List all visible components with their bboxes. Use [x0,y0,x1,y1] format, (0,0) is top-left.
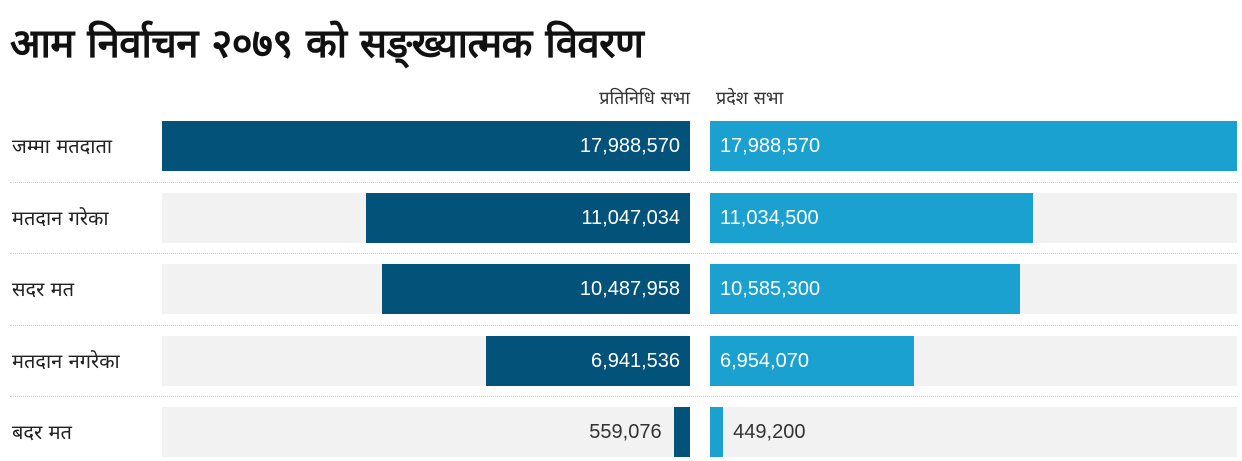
category-label: जम्मा मतदाता [12,134,113,158]
bar-pratinidhi-sabha [673,407,690,457]
series-header-pradesh-sabha: प्रदेश सभा [716,88,784,109]
bar-pradesh-sabha [710,121,1237,171]
bar-pratinidhi-sabha [486,336,690,386]
series-header-pratinidhi-sabha: प्रतिनिधि सभा [599,88,690,109]
chart-title: आम निर्वाचन २०७९ को सङ्ख्यात्मक विवरण [10,21,644,67]
category-label: बदर मत [12,420,72,444]
value-label-pratinidhi-sabha: 11,047,034 [581,207,680,229]
row-separator [10,253,1238,254]
value-label-pradesh-sabha: 449,200 [733,421,806,443]
value-label-pradesh-sabha: 10,585,300 [720,278,821,300]
value-label-pratinidhi-sabha: 6,941,536 [591,350,680,372]
bar-pradesh-sabha [710,407,724,457]
value-label-pradesh-sabha: 17,988,570 [720,135,821,157]
bar-pradesh-sabha [710,336,914,386]
value-label-pratinidhi-sabha: 559,076 [589,421,662,443]
value-label-pratinidhi-sabha: 10,487,958 [579,278,680,300]
category-label: मतदान नगरेका [12,349,120,373]
track-left [162,407,690,457]
value-label-pradesh-sabha: 6,954,070 [720,350,809,372]
category-label: मतदान गरेका [12,206,109,230]
bar-pratinidhi-sabha [162,121,690,171]
category-label: सदर मत [12,277,75,301]
value-label-pradesh-sabha: 11,034,500 [720,207,819,229]
value-label-pratinidhi-sabha: 17,988,570 [579,135,680,157]
row-separator [10,396,1238,397]
row-separator [10,325,1238,326]
row-separator [10,182,1238,183]
bar-pratinidhi-sabha [382,264,690,314]
bar-pratinidhi-sabha [365,193,690,243]
track-right [710,407,1237,457]
bar-pradesh-sabha [710,264,1021,314]
bar-pradesh-sabha [710,193,1034,243]
